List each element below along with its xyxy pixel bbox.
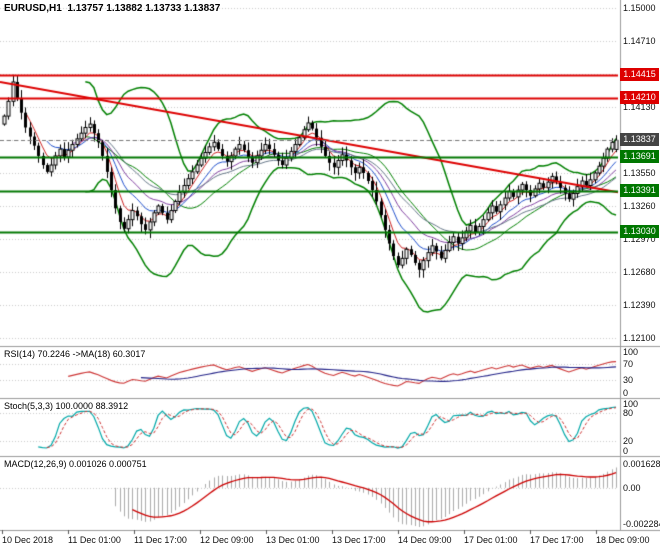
support-price-tag: 1.13030 bbox=[620, 225, 659, 238]
stoch-scale-label: 80 bbox=[623, 408, 634, 418]
time-axis-label: 14 Dec 09:00 bbox=[398, 535, 452, 545]
time-axis-label: 10 Dec 2018 bbox=[2, 535, 54, 545]
price-axis-tick-label: 1.14130 bbox=[623, 102, 656, 112]
stoch-indicator-label: Stoch(5,3,3) 100.0000 88.3912 bbox=[4, 401, 129, 411]
time-axis-label: 12 Dec 09:00 bbox=[200, 535, 254, 545]
stoch-scale-label: 20 bbox=[623, 436, 634, 446]
price-axis-tick-label: 1.13260 bbox=[623, 201, 656, 211]
price-axis-tick-label: 1.12390 bbox=[623, 300, 656, 310]
stoch-scale-label: 0 bbox=[623, 446, 629, 456]
symbol-timeframe-label: EURUSD,H1 bbox=[4, 3, 62, 14]
time-axis-label: 13 Dec 01:00 bbox=[266, 535, 320, 545]
rsi-scale-label: 30 bbox=[623, 375, 634, 385]
macd-scale-label: 0.00 bbox=[623, 483, 641, 493]
price-axis-tick-label: 1.12680 bbox=[623, 267, 656, 277]
price-axis-tick-label: 1.12100 bbox=[623, 333, 656, 343]
rsi-scale-label: 100 bbox=[623, 347, 639, 357]
macd-indicator-label: MACD(12,26,9) 0.001026 0.000751 bbox=[4, 459, 147, 469]
stoch-scale-label: 100 bbox=[623, 399, 639, 409]
rsi-scale-label: 0 bbox=[623, 388, 629, 398]
support-price-tag: 1.13391 bbox=[620, 184, 659, 197]
macd-scale-label: -0.0022840 bbox=[623, 519, 660, 529]
time-axis-label: 11 Dec 01:00 bbox=[68, 535, 121, 545]
price-axis-tick-label: 1.14710 bbox=[623, 36, 656, 46]
price-axis-tick-label: 1.12970 bbox=[623, 234, 656, 244]
ohlc-values-label: 1.13757 1.13882 1.13733 1.13837 bbox=[67, 3, 221, 14]
price-axis-tick-label: 1.15000 bbox=[623, 3, 656, 13]
resistance-price-tag: 1.14210 bbox=[620, 91, 659, 104]
rsi-scale-label: 70 bbox=[623, 359, 634, 369]
support-price-tag: 1.13691 bbox=[620, 150, 659, 163]
time-axis-label: 11 Dec 17:00 bbox=[134, 535, 187, 545]
current-price-tag: 1.13837 bbox=[620, 133, 659, 146]
time-axis-label: 17 Dec 17:00 bbox=[530, 535, 584, 545]
time-axis-label: 13 Dec 17:00 bbox=[332, 535, 386, 545]
rsi-indicator-label: RSI(14) 70.2246 ->MA(18) 60.3017 bbox=[4, 349, 146, 359]
time-axis-label: 18 Dec 09:00 bbox=[596, 535, 650, 545]
chart-title: EURUSD,H1 1.13757 1.13882 1.13733 1.1383… bbox=[4, 3, 220, 14]
time-axis-label: 17 Dec 01:00 bbox=[464, 535, 518, 545]
resistance-price-tag: 1.14415 bbox=[620, 68, 659, 81]
price-axis-tick-label: 1.13550 bbox=[623, 168, 656, 178]
